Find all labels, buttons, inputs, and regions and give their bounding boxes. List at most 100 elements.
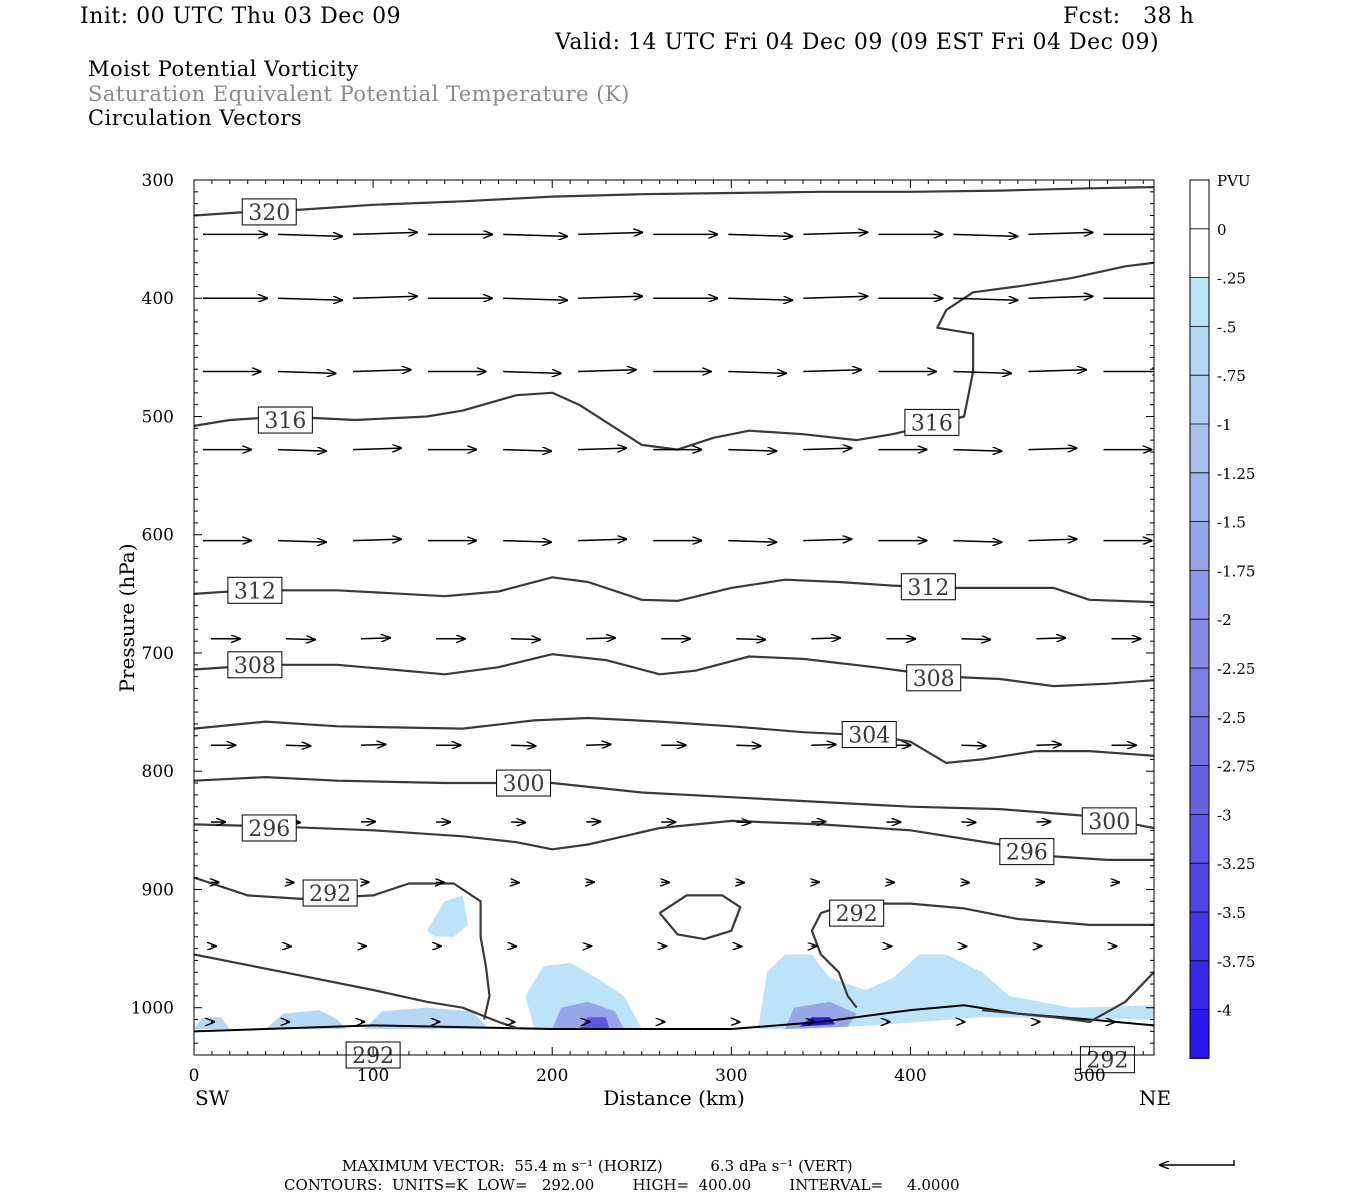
isentrope-closed	[658, 894, 742, 941]
field-label-theta-es: Saturation Equivalent Potential Temperat…	[88, 82, 630, 106]
contour-label-box	[227, 576, 283, 604]
colorbar-tick-label: -4	[1217, 1002, 1232, 1020]
circulation-vector	[511, 639, 540, 640]
colorbar-tick-label: -1.5	[1217, 514, 1246, 532]
circulation-vector	[953, 450, 1001, 452]
max-vector-line: MAXIMUM VECTOR: 55.4 m s⁻¹ (HORIZ) 6.3 d…	[342, 1157, 853, 1175]
reference-vector	[1160, 1160, 1235, 1166]
contour-label: 304	[848, 724, 890, 749]
colorbar-swatch	[1190, 668, 1209, 717]
circulation-vector	[803, 448, 851, 450]
contour-label-box	[1081, 807, 1137, 835]
colorbar-tick-label: -.25	[1217, 270, 1246, 288]
circulation-vector	[361, 638, 390, 639]
circulation-vector	[953, 298, 1017, 300]
isentrope-292	[194, 876, 491, 1020]
contour-label: 296	[248, 817, 290, 842]
circulation-vector	[1028, 539, 1076, 541]
circulation-vector	[285, 639, 315, 640]
circulation-vector	[277, 541, 326, 543]
contour-label-box	[900, 573, 956, 601]
circulation-vector	[353, 296, 417, 298]
circulation-vector	[511, 745, 535, 746]
circulation-vector	[277, 298, 342, 300]
colorbar-swatch	[1190, 716, 1209, 766]
field-label-pv: Moist Potential Vorticity	[88, 57, 359, 81]
colorbar-swatch	[1190, 619, 1209, 668]
contour-label-box	[257, 406, 313, 434]
circulation-vector	[811, 638, 840, 639]
colorbar-swatch	[1190, 326, 1209, 376]
field-label-vectors: Circulation Vectors	[88, 106, 303, 130]
circulation-vector	[578, 296, 642, 298]
isentrope-292	[194, 953, 517, 1029]
circulation-vector	[803, 370, 861, 372]
contour-label-box	[829, 899, 885, 927]
contour-label-box	[999, 838, 1055, 866]
circulation-vector	[736, 639, 765, 640]
contour-label: 300	[1088, 810, 1130, 835]
colorbar-tick-label: -2	[1217, 611, 1232, 629]
pv-patch	[785, 1001, 857, 1029]
y-tick-label: 800	[142, 762, 174, 782]
contour-label-box	[904, 408, 960, 436]
colorbar-tick-label: -1.25	[1217, 465, 1255, 483]
colorbar-swatch	[1190, 472, 1209, 522]
isentrope-320	[194, 186, 1154, 217]
circulation-vector	[953, 372, 1011, 374]
colorbar-swatch	[1190, 814, 1209, 864]
circulation-vector	[503, 298, 567, 300]
pv-patch	[364, 1007, 490, 1029]
isentrope-304	[194, 716, 1154, 765]
colorbar-tick-label: -.5	[1217, 318, 1236, 336]
colorbar-swatch	[1190, 424, 1209, 473]
colorbar-swatch	[1190, 228, 1209, 278]
circulation-vector	[503, 541, 551, 543]
circulation-vector	[578, 370, 636, 372]
colorbar-swatch	[1190, 765, 1209, 815]
circulation-vector	[728, 234, 792, 236]
x-tick-label: 0	[189, 1066, 200, 1086]
colorbar-swatch	[1190, 960, 1209, 1010]
contour-label: 316	[264, 409, 306, 434]
isentrope-300	[194, 775, 1154, 830]
contour-label-box	[496, 769, 552, 797]
circulation-vector	[503, 450, 551, 452]
sw-end-label: SW	[195, 1086, 230, 1110]
contour-label: 292	[309, 882, 351, 907]
colorbar-swatch	[1190, 277, 1209, 327]
isentrope-292	[865, 902, 1154, 927]
y-tick-label: 300	[142, 171, 174, 191]
colorbar-swatch	[1190, 863, 1209, 912]
circulation-vector	[1028, 296, 1092, 298]
colorbar-tick-label: 0	[1217, 221, 1227, 239]
colorbar-swatch	[1190, 375, 1209, 424]
circulation-vector	[285, 745, 310, 746]
colorbar: PVU 0 -.25 -.5 -.75 -1 -1.25 -1.5 -1.75 -2 -2.25 -2…	[1189, 172, 1255, 1059]
colorbar-swatch	[1190, 912, 1209, 961]
circulation-vector	[1028, 370, 1086, 372]
y-tick-label: 500	[142, 407, 174, 427]
colorbar-swatch	[1190, 570, 1209, 620]
x-axis-title: Distance (km)	[603, 1086, 745, 1110]
circulation-vector	[578, 539, 626, 541]
colorbar-swatch	[1190, 180, 1209, 229]
circulation-vector	[803, 296, 867, 298]
colorbar-tick-label: -3	[1217, 806, 1232, 824]
circulation-vector	[586, 744, 610, 745]
contour-label-box	[841, 721, 897, 749]
y-tick-label: 600	[142, 526, 174, 546]
contour-label: 316	[911, 411, 953, 436]
contour-label-box	[906, 664, 962, 692]
contours-line: CONTOURS: UNITS=K LOW= 292.00 HIGH= 400.…	[284, 1176, 960, 1194]
contour-label-box	[241, 814, 297, 842]
colorbar-tick-label: -1	[1217, 416, 1232, 434]
circulation-vector	[736, 745, 760, 746]
y-axis-title: Pressure (hPa)	[115, 544, 139, 693]
contour-label: 308	[913, 667, 955, 692]
isentrope-316	[194, 261, 1154, 451]
axis-layer: 0 100 200 300 400 500 300 400 500 600 700 800 900 100…	[131, 171, 1154, 1086]
x-tick-label: 100	[357, 1066, 389, 1086]
contour-label-layer: 320 316 316 312 312 308 308 304 300 300 296 296 292 2…	[227, 198, 1137, 1074]
circulation-vector	[361, 744, 385, 745]
